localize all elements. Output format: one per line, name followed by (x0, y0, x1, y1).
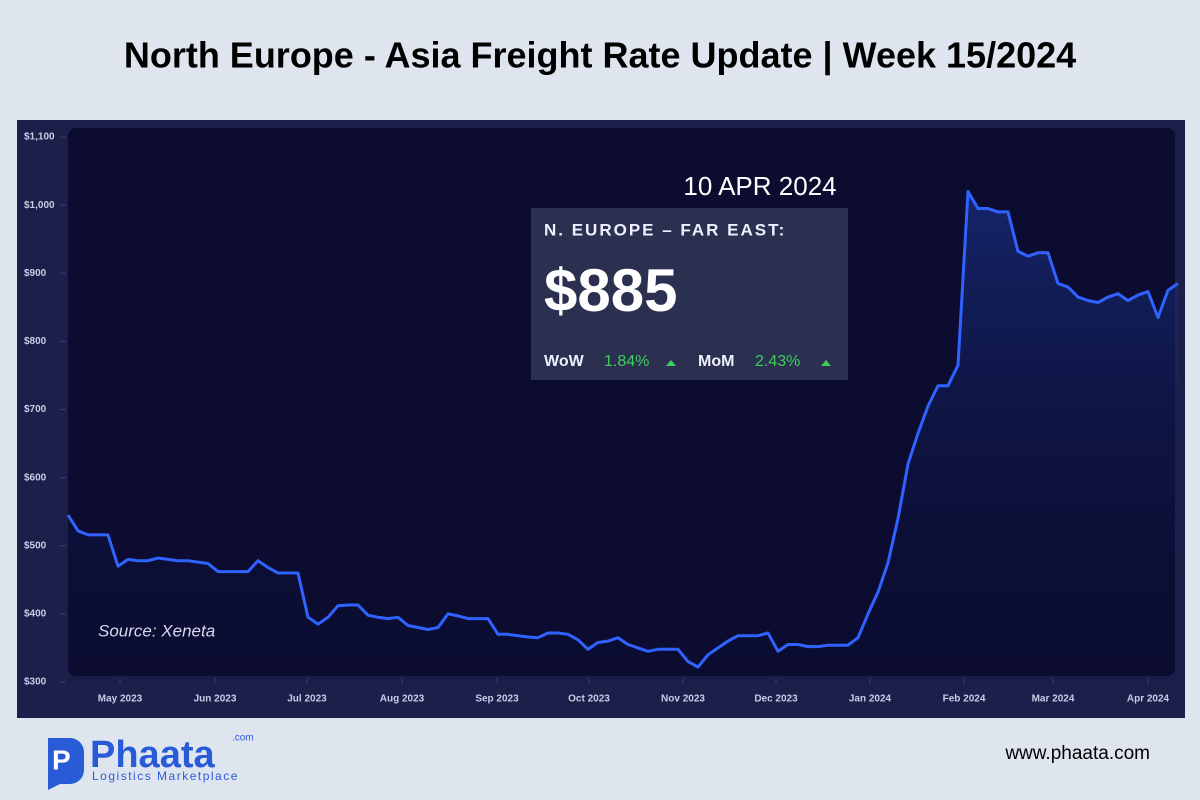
x-tick-label: Mar 2024 (1032, 694, 1075, 705)
x-tick-label: Feb 2024 (943, 694, 986, 705)
mom-value: 2.43% (755, 353, 800, 370)
up-arrow (666, 360, 676, 366)
area (68, 191, 1178, 682)
x-tick-label: Jan 2024 (849, 694, 892, 705)
logo-mark (48, 738, 84, 790)
x-tick-label: Oct 2023 (568, 694, 610, 705)
tagline: Logistics Marketplace (92, 769, 239, 783)
x-tick-label: Sep 2023 (475, 694, 519, 705)
line (66, 190, 1179, 669)
x-tick-label: Nov 2023 (661, 694, 705, 705)
up-arrow (821, 360, 831, 366)
x-tick-label: Jun 2023 (194, 694, 237, 705)
y-tick-label: $1,000 (24, 200, 55, 211)
y-tick-label: $400 (24, 609, 47, 620)
y-tick-label: $800 (24, 336, 47, 347)
panel-route: N. EUROPE – FAR EAST: (544, 220, 786, 239)
title: North Europe - Asia Freight Rate Update … (124, 35, 1076, 77)
y-tick-label: $500 (24, 540, 47, 551)
plot: $300 $400 $500 $600 $700 $800 $900 $1,000 $1,100… (24, 132, 1179, 705)
y-tick-label: $300 (24, 677, 47, 688)
panel-price: $885 (544, 257, 677, 324)
mom-label: MoM (698, 353, 734, 370)
y-tick-label: $600 (24, 472, 47, 483)
x-tick-label: Aug 2023 (380, 694, 425, 705)
logo-letter: P (52, 744, 71, 775)
wow-value: 1.84% (604, 353, 649, 370)
panel-date: 10 APR 2024 (683, 171, 836, 201)
x-tick-label: Dec 2023 (754, 694, 798, 705)
y-tick-label: $700 (24, 404, 47, 415)
website: www.phaata.com (1004, 743, 1150, 764)
y-tick-label: $900 (24, 268, 47, 279)
y-tick-label: $1,100 (24, 132, 55, 143)
brand-suffix: .com (232, 733, 254, 744)
logo: P Phaata .com Logistics Marketplace (48, 733, 254, 790)
x-tick-label: Apr 2024 (1127, 694, 1170, 705)
source-note: Source: Xeneta (98, 621, 215, 640)
x-tick-label: Jul 2023 (287, 694, 327, 705)
wow-label: WoW (544, 353, 585, 370)
x-tick-label: May 2023 (98, 694, 143, 705)
brand: Phaata (90, 734, 215, 776)
info-panel (531, 208, 848, 380)
